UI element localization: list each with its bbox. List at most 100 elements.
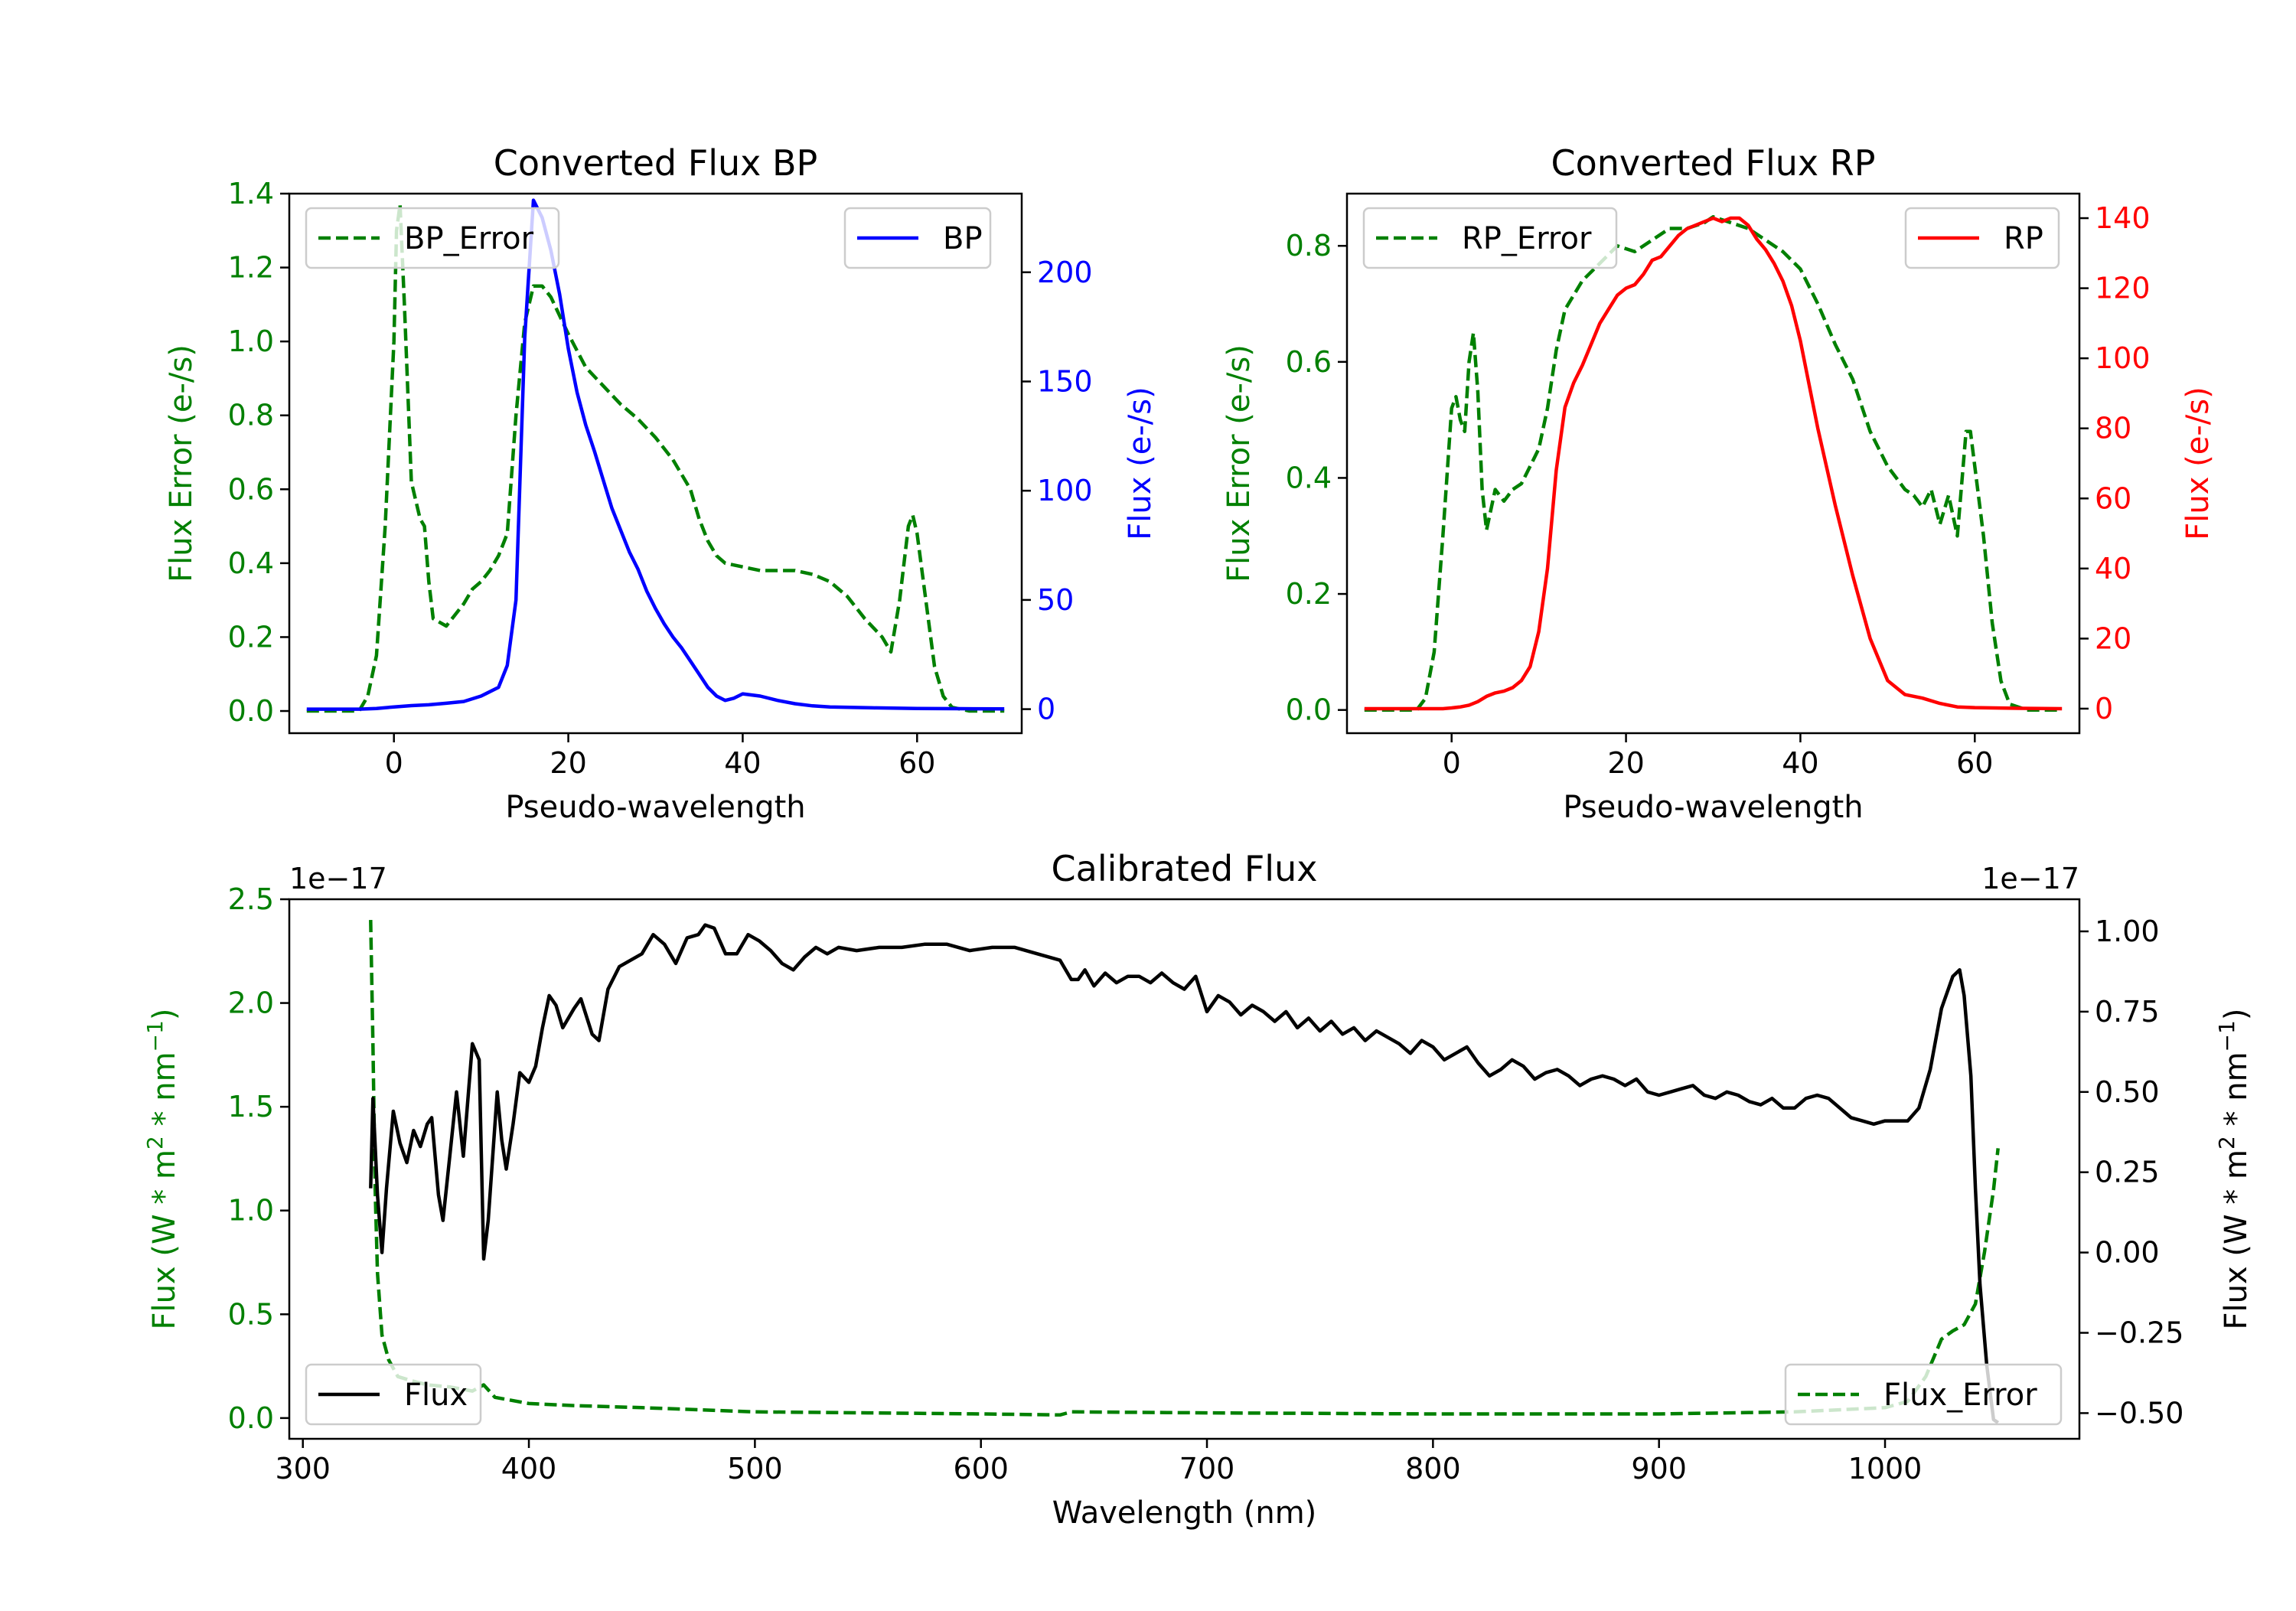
x-tick-label: 40 — [1782, 746, 1818, 780]
right-tick-label: −0.50 — [2095, 1396, 2183, 1430]
x-tick-label: 20 — [550, 746, 586, 780]
right-tick-label: 1.00 — [2095, 915, 2160, 948]
x-tick-label: 500 — [727, 1452, 783, 1485]
right-tick-label: 0.00 — [2095, 1236, 2160, 1270]
legend-label: BP_Error — [404, 221, 534, 256]
x-tick-label: 1000 — [1848, 1452, 1923, 1485]
legend-bp-error: BP_Error — [305, 207, 560, 269]
x-tick-label: 60 — [1956, 746, 1993, 780]
plot-frame — [1345, 192, 2081, 735]
x-tick-label: 900 — [1631, 1452, 1687, 1485]
legend-flux: Flux — [305, 1363, 482, 1426]
right-tick-label: −0.25 — [2095, 1316, 2183, 1350]
x-tick-label: 40 — [724, 746, 761, 780]
right-axis-label: Flux (W * m2 * nm−1) — [2214, 1009, 2254, 1330]
right-tick-label: 150 — [1037, 364, 1093, 398]
left-tick-label: 2.0 — [228, 986, 274, 1020]
legend-flux-error: Flux_Error — [1784, 1363, 2063, 1426]
legend-box — [1362, 207, 1618, 269]
left-tick-label: 1.5 — [228, 1090, 274, 1123]
chart-1: Converted Flux RP 0 20 40 60 Pseudo-wavelengt… — [1221, 142, 2216, 825]
legend-box — [305, 1363, 482, 1426]
series-line-flux — [369, 923, 2000, 1424]
x-tick-label: 0 — [1443, 746, 1461, 780]
legend-box — [1904, 207, 2060, 269]
left-tick-label: 1.0 — [228, 324, 274, 358]
legend-box — [305, 207, 560, 269]
right-tick-label: 100 — [2095, 341, 2151, 375]
x-tick-label: 20 — [1607, 746, 1644, 780]
plot-frame — [288, 192, 1023, 735]
series-line-flux-error — [369, 920, 2000, 1417]
chart-2: Calibrated Flux 300 400 500 600 700 800 900 1000… — [142, 848, 2254, 1531]
left-tick-label: 0.6 — [1286, 345, 1332, 379]
left-tick-label: 0.6 — [228, 472, 274, 506]
left-tick-label: 2.5 — [228, 882, 274, 916]
x-tick-label: 800 — [1405, 1452, 1461, 1485]
left-tick-label: 0.0 — [228, 694, 274, 728]
left-tick-label: 1.4 — [228, 177, 274, 210]
right-axis-label: Flux (e-/s) — [1123, 386, 1158, 540]
left-tick-label: 0.2 — [1286, 577, 1332, 611]
left-tick-label: 0.2 — [228, 620, 274, 654]
x-axis-label: Pseudo-wavelength — [1563, 790, 1863, 825]
right-tick-label: 200 — [1037, 256, 1093, 289]
left-tick-label: 0.8 — [1286, 229, 1332, 263]
x-axis-label: Pseudo-wavelength — [505, 790, 805, 825]
x-tick-label: 300 — [275, 1452, 331, 1485]
left-tick-label: 0.0 — [1286, 693, 1332, 727]
legend-label: RP_Error — [1462, 221, 1592, 256]
series-line-rp-error — [1364, 215, 2063, 712]
chart-title: Calibrated Flux — [1052, 848, 1318, 889]
legend-label: Flux — [404, 1378, 468, 1413]
legend-rp: RP — [1904, 207, 2060, 269]
left-tick-label: 0.8 — [228, 399, 274, 432]
right-tick-label: 0.75 — [2095, 995, 2160, 1029]
right-tick-label: 0.50 — [2095, 1075, 2160, 1109]
legend-rp-error: RP_Error — [1362, 207, 1618, 269]
right-tick-label: 0 — [2095, 692, 2113, 726]
chart-title: Converted Flux RP — [1551, 142, 1876, 184]
plot-frame — [288, 898, 2081, 1440]
right-tick-label: 60 — [2095, 481, 2131, 515]
legend-label: Flux_Error — [1883, 1378, 2037, 1413]
right-tick-label: 80 — [2095, 412, 2131, 445]
left-axis-label: Flux (W * m2 * nm−1) — [142, 1009, 182, 1330]
right-tick-label: 120 — [2095, 272, 2151, 305]
legend-box — [1784, 1363, 2063, 1426]
x-tick-label: 700 — [1179, 1452, 1235, 1485]
right-tick-label: 40 — [2095, 552, 2131, 585]
left-tick-label: 0.0 — [228, 1401, 274, 1435]
chart-0: Converted Flux BP 0 20 40 60 Pseudo-wavelengt… — [164, 142, 1158, 825]
right-axis-label: Flux (e-/s) — [2180, 386, 2216, 540]
left-tick-label: 0.4 — [1286, 461, 1332, 494]
right-tick-label: 0.25 — [2095, 1156, 2160, 1189]
left-tick-label: 1.0 — [228, 1194, 274, 1228]
x-tick-label: 60 — [899, 746, 935, 780]
left-tick-label: 1.2 — [228, 251, 274, 285]
left-axis-label: Flux Error (e-/s) — [164, 344, 199, 582]
left-tick-label: 0.5 — [228, 1297, 274, 1331]
legend-bp: BP — [843, 207, 992, 269]
right-tick-label: 140 — [2095, 201, 2151, 235]
x-tick-label: 400 — [501, 1452, 557, 1485]
chart-title: Converted Flux BP — [494, 142, 818, 184]
x-tick-label: 600 — [953, 1452, 1009, 1485]
left-axis-label: Flux Error (e-/s) — [1221, 344, 1257, 582]
right-tick-label: 20 — [2095, 621, 2131, 655]
legend-label: BP — [943, 221, 983, 256]
series-line-bp — [306, 198, 1005, 711]
x-axis-label: Wavelength (nm) — [1052, 1495, 1317, 1531]
left-tick-label: 0.4 — [228, 546, 274, 580]
right-tick-label: 50 — [1037, 583, 1074, 617]
series-line-rp — [1364, 216, 2063, 711]
right-tick-label: 0 — [1037, 693, 1055, 726]
series-line-bp-error — [306, 203, 1005, 713]
left-axis-scale-note: 1e−17 — [289, 862, 387, 895]
legend-label: RP — [2004, 221, 2043, 256]
right-tick-label: 100 — [1037, 474, 1093, 507]
x-tick-label: 0 — [385, 746, 403, 780]
right-axis-scale-note: 1e−17 — [1981, 862, 2079, 895]
